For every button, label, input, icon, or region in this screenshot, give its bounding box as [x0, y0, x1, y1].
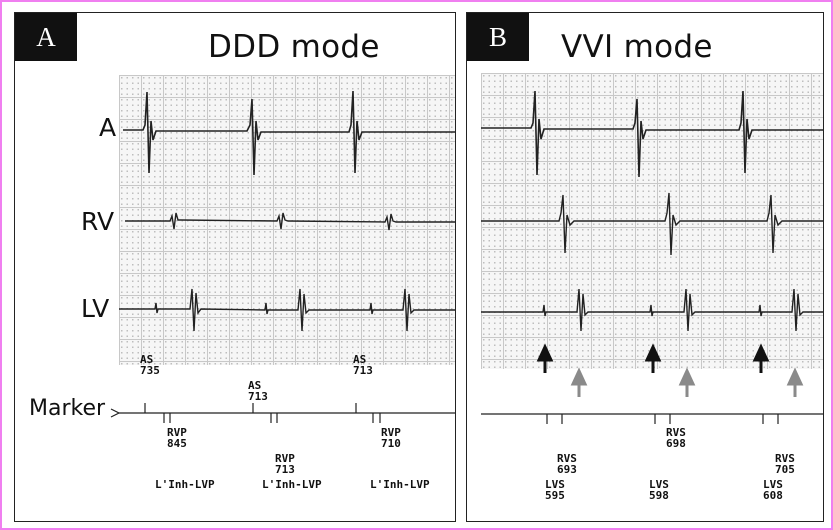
panel-b: B VVI mode RVS 693 RVS 698 RVS 705 LVS 595 L…: [466, 12, 824, 522]
marker-lvp-2: L'Inh-LVP: [262, 478, 322, 491]
lead-label-lv: LV: [81, 294, 110, 323]
marker-as-1-name: AS: [140, 353, 154, 366]
marker-lvs-3-name: LVS: [763, 478, 783, 491]
panel-b-traces: [481, 90, 823, 424]
marker-channel: [110, 403, 455, 423]
marker-lvp-1: L'Inh-LVP: [155, 478, 215, 491]
marker-rvp-3-value: 710: [381, 437, 401, 450]
marker-rvp-1-name: RVP: [167, 426, 187, 439]
marker-lvs-2: LVS 598: [649, 479, 669, 501]
marker-as-2-name: AS: [353, 353, 367, 366]
rv-trace-b: [481, 192, 823, 256]
marker-lvs-1: LVS 595: [545, 479, 565, 501]
arrows: [536, 343, 804, 397]
marker-rvp-2-value: 713: [275, 463, 295, 476]
lv-trace: [119, 288, 455, 332]
atrial-trace-b: [481, 90, 823, 178]
panel-a-letter: A: [15, 13, 77, 61]
marker-rvs-3-name: RVS: [775, 452, 795, 465]
marker-rvp-1: RVP 845: [167, 427, 187, 449]
atrial-trace: [123, 90, 455, 176]
marker-rvs-2-name: RVS: [666, 426, 686, 439]
marker-as-2: AS 713: [353, 354, 373, 376]
marker-rvp-1-value: 845: [167, 437, 187, 450]
lead-label-rv: RV: [81, 207, 115, 236]
marker-rvs-3-value: 705: [775, 463, 795, 476]
panel-a-traces: [110, 90, 455, 423]
gray-arrow: [678, 367, 696, 397]
marker-label: Marker: [29, 396, 106, 421]
marker-lvs-3-value: 608: [763, 489, 783, 502]
marker-rvp-2: RVP 713: [275, 453, 295, 475]
marker-lvp-3: L'Inh-LVP: [370, 478, 430, 491]
marker-as-1: AS 735: [140, 354, 160, 376]
marker-lvs-1-value: 595: [545, 489, 565, 502]
lv-trace-b: [481, 288, 823, 332]
black-arrow: [536, 343, 554, 373]
marker-as-1-value: 735: [140, 364, 160, 377]
black-arrow: [752, 343, 770, 373]
marker-lvs-2-value: 598: [649, 489, 669, 502]
marker-rvs-1-name: RVS: [557, 452, 577, 465]
marker-as-3: AS 713: [248, 380, 268, 402]
marker-rvp-3: RVP 710: [381, 427, 401, 449]
marker-rvs-1-value: 693: [557, 463, 577, 476]
black-arrow: [644, 343, 662, 373]
panel-a: A DDD mode A RV LV Marker AS 735 AS 713 AS…: [14, 12, 456, 522]
marker-rvp-2-name: RVP: [275, 452, 295, 465]
panel-a-title: DDD mode: [208, 29, 380, 65]
marker-channel-b: [481, 413, 823, 424]
marker-as-3-value: 713: [248, 390, 268, 403]
rv-trace: [125, 212, 455, 231]
gray-arrow: [570, 367, 588, 397]
marker-as-2-value: 713: [353, 364, 373, 377]
marker-as-3-name: AS: [248, 379, 262, 392]
marker-lvs-1-name: LVS: [545, 478, 565, 491]
gray-arrow: [786, 367, 804, 397]
marker-rvs-1: RVS 693: [557, 453, 577, 475]
marker-rvs-2: RVS 698: [666, 427, 686, 449]
panel-b-letter: B: [467, 13, 529, 61]
marker-rvp-3-name: RVP: [381, 426, 401, 439]
marker-lvs-2-name: LVS: [649, 478, 669, 491]
marker-lvs-3: LVS 608: [763, 479, 783, 501]
marker-rvs-3: RVS 705: [775, 453, 795, 475]
panel-b-title: VVI mode: [561, 29, 713, 65]
marker-rvs-2-value: 698: [666, 437, 686, 450]
lead-label-a: A: [99, 113, 117, 142]
